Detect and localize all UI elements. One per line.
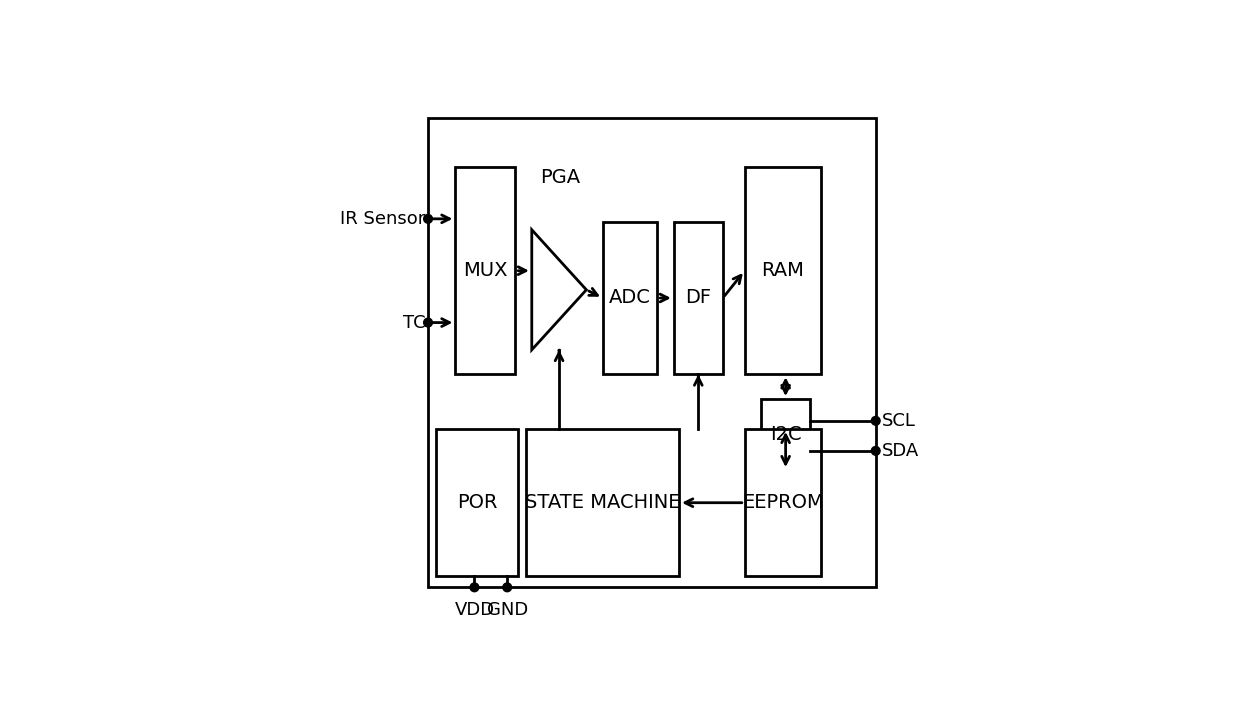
Circle shape bbox=[503, 583, 512, 592]
Circle shape bbox=[872, 416, 880, 425]
Text: STATE MACHINE: STATE MACHINE bbox=[525, 493, 681, 512]
Text: RAM: RAM bbox=[761, 261, 805, 280]
Bar bbox=[761, 399, 810, 470]
Text: SCL: SCL bbox=[883, 412, 916, 430]
Text: GND: GND bbox=[486, 601, 528, 619]
Bar bbox=[745, 429, 821, 576]
Text: ADC: ADC bbox=[609, 289, 651, 308]
Bar bbox=[436, 429, 518, 576]
Bar bbox=[745, 167, 821, 374]
Circle shape bbox=[424, 214, 433, 223]
Text: VDD: VDD bbox=[454, 601, 495, 619]
Text: MUX: MUX bbox=[463, 261, 507, 280]
Bar bbox=[526, 429, 680, 576]
Circle shape bbox=[872, 447, 880, 455]
Bar bbox=[455, 167, 516, 374]
Text: EEPROM: EEPROM bbox=[742, 493, 823, 512]
Text: I2C: I2C bbox=[770, 425, 801, 444]
Bar bbox=[428, 118, 875, 587]
Text: PGA: PGA bbox=[539, 169, 580, 187]
Text: SDA: SDA bbox=[883, 442, 920, 460]
Text: DF: DF bbox=[686, 289, 712, 308]
Bar bbox=[673, 221, 723, 374]
Polygon shape bbox=[532, 230, 587, 350]
Text: IR Sensor: IR Sensor bbox=[340, 210, 425, 228]
Circle shape bbox=[424, 318, 433, 327]
Bar bbox=[603, 221, 657, 374]
Circle shape bbox=[470, 583, 479, 592]
Text: TC: TC bbox=[403, 313, 425, 332]
Text: POR: POR bbox=[456, 493, 497, 512]
